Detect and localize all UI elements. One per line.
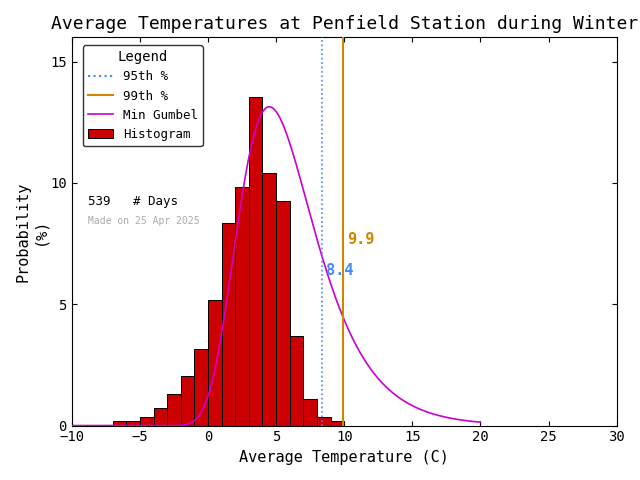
Text: 9.9: 9.9 xyxy=(347,231,374,247)
Bar xyxy=(276,201,290,426)
Bar xyxy=(221,223,236,426)
Y-axis label: Probability
(%): Probability (%) xyxy=(15,181,47,282)
Bar xyxy=(195,349,208,426)
Text: Made on 25 Apr 2025: Made on 25 Apr 2025 xyxy=(88,216,200,226)
Bar xyxy=(331,421,344,426)
Bar xyxy=(290,336,303,426)
Bar xyxy=(167,394,180,426)
Bar xyxy=(262,173,276,426)
Bar xyxy=(249,97,262,426)
Bar xyxy=(113,421,126,426)
Legend: 95th %, 99th %, Min Gumbel, Histogram: 95th %, 99th %, Min Gumbel, Histogram xyxy=(83,45,203,146)
Bar xyxy=(236,187,249,426)
Bar xyxy=(154,408,167,426)
Bar xyxy=(317,417,331,426)
Bar xyxy=(140,417,154,426)
Title: Average Temperatures at Penfield Station during Winter: Average Temperatures at Penfield Station… xyxy=(51,15,638,33)
X-axis label: Average Temperature (C): Average Temperature (C) xyxy=(239,450,449,465)
Bar xyxy=(180,376,195,426)
Text: 539   # Days: 539 # Days xyxy=(88,194,178,207)
Bar xyxy=(303,399,317,426)
Text: 8.4: 8.4 xyxy=(326,263,354,278)
Bar xyxy=(126,421,140,426)
Bar xyxy=(208,300,221,426)
